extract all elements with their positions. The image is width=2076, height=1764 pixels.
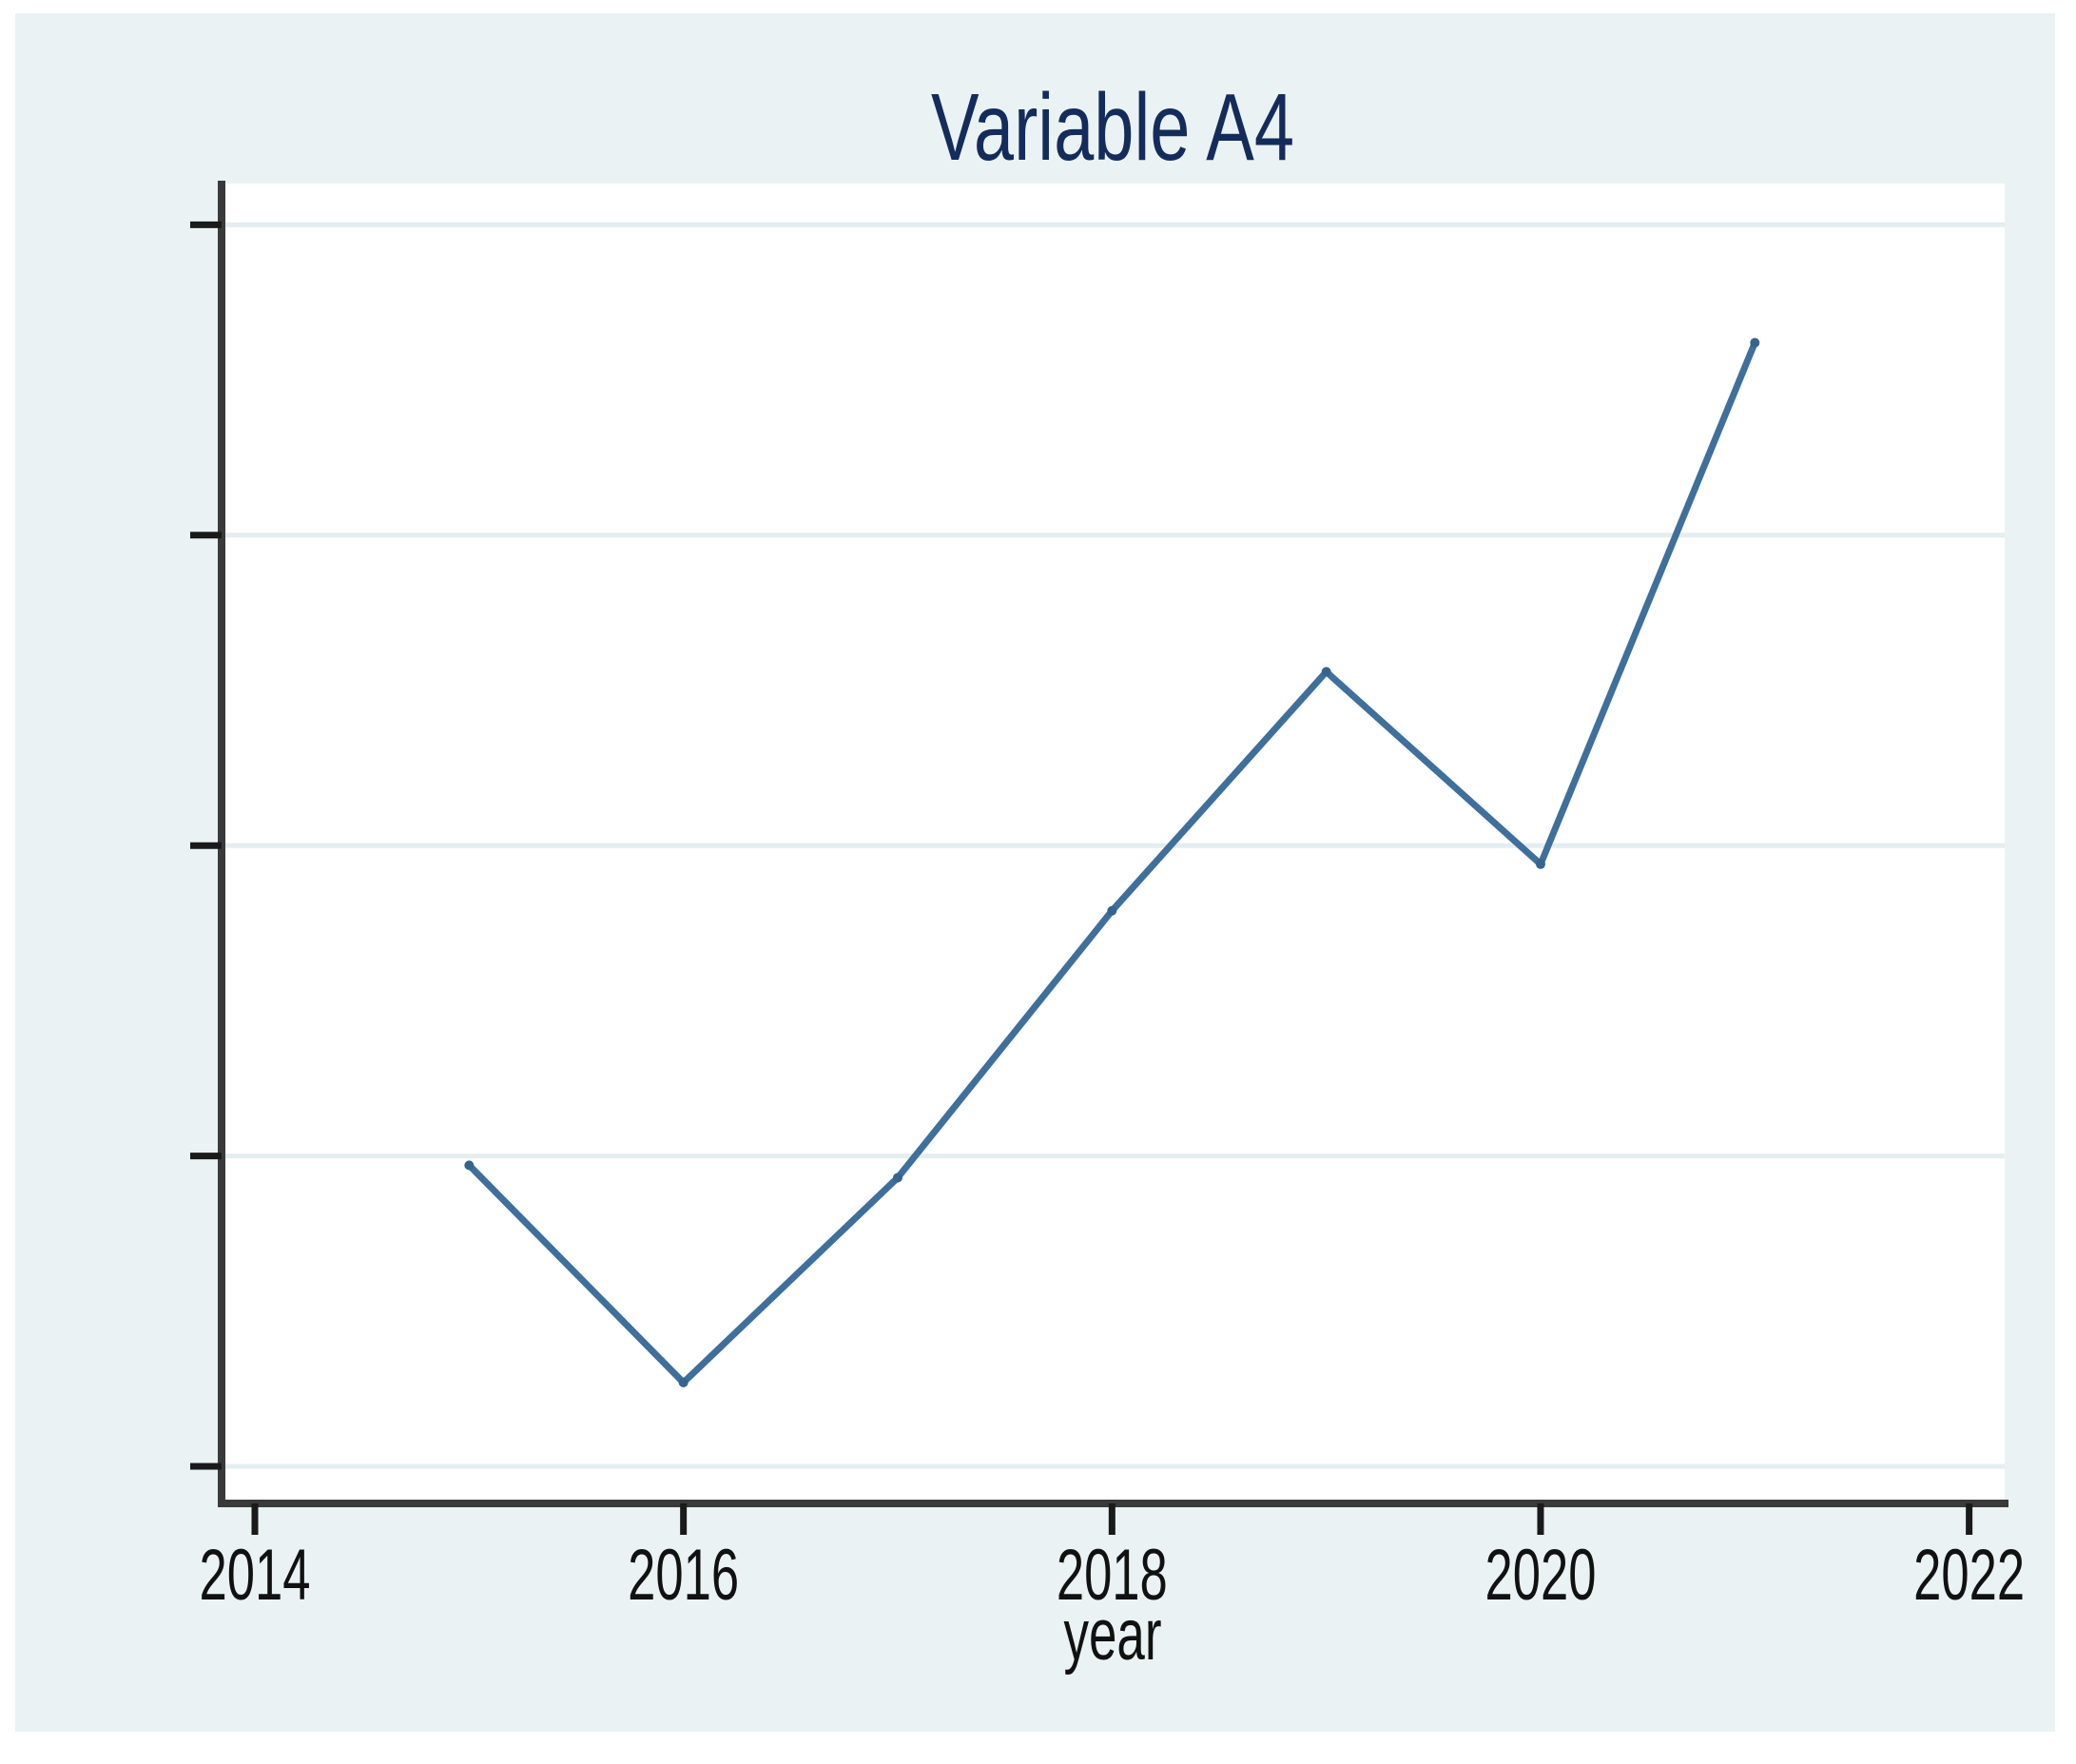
- tick-group: [190, 221, 1973, 1535]
- data-point: [1750, 338, 1760, 348]
- data-series-group: [464, 338, 1760, 1387]
- data-point: [464, 1160, 475, 1171]
- data-point: [1107, 905, 1117, 916]
- x-tick-label-group: 2014 2016 2018 2020 2022: [200, 1535, 2026, 1616]
- x-tick-label: 2014: [200, 1535, 311, 1616]
- x-axis-label: year: [1064, 1595, 1162, 1676]
- x-tick-label: 2022: [1913, 1535, 2025, 1616]
- data-point: [1321, 667, 1331, 677]
- data-point: [1535, 859, 1545, 869]
- x-tick-label: 2016: [628, 1535, 739, 1616]
- gridline-group: [222, 222, 2005, 1469]
- x-tick-label: 2018: [1057, 1535, 1168, 1616]
- x-tick-label: 2020: [1484, 1535, 1596, 1616]
- data-point: [892, 1173, 902, 1183]
- data-point: [678, 1377, 689, 1387]
- chart-title: Variable A4: [931, 74, 1294, 181]
